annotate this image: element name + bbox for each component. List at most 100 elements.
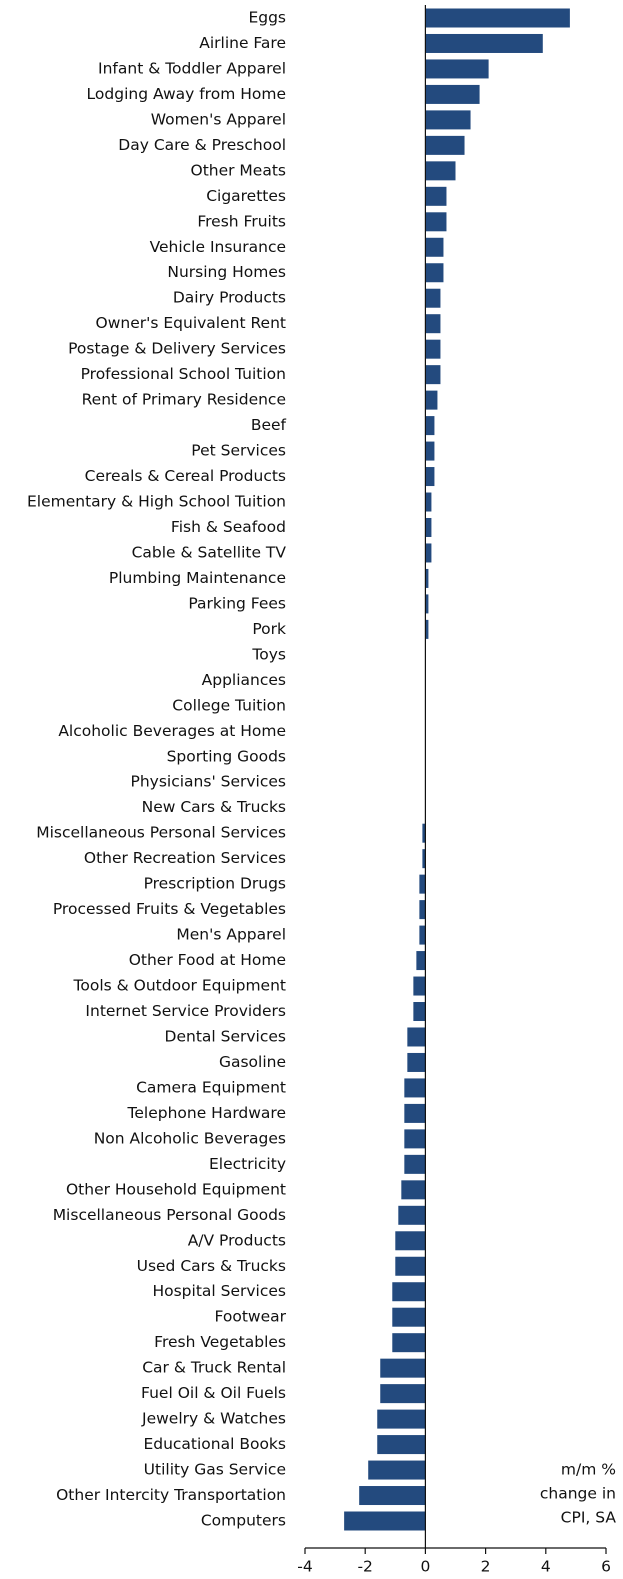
bar [359,1486,426,1506]
category-label: Other Intercity Transportation [56,1486,286,1504]
bar [368,1460,426,1480]
category-label: Footwear [215,1308,287,1326]
bar [425,492,432,512]
bar [419,900,426,920]
category-label: Gasoline [219,1053,286,1071]
category-label: Pet Services [191,442,286,460]
bar [425,161,456,181]
bar [425,441,435,461]
bar [395,1256,426,1276]
bar [377,1435,426,1455]
bar [425,237,444,257]
bar [425,594,429,614]
bar [392,1333,426,1353]
category-label: Non Alcoholic Beverages [94,1129,286,1147]
category-label: Alcoholic Beverages at Home [58,722,286,740]
bar [425,543,432,563]
category-label: Tools & Outdoor Equipment [73,977,286,995]
bar [395,1231,426,1251]
category-label: Fuel Oil & Oil Fuels [141,1384,286,1402]
category-label: Other Meats [191,161,287,179]
bar [425,288,441,308]
bar [416,951,426,971]
bar [422,823,426,843]
category-label: Camera Equipment [136,1078,286,1096]
category-label: Used Cars & Trucks [137,1257,286,1275]
bar [425,212,447,232]
bar [380,1384,426,1404]
category-label: Elementary & High School Tuition [27,493,286,511]
annotation: CPI, SA [561,1509,617,1527]
x-tick-label: 6 [601,1558,611,1576]
bar [425,8,570,28]
category-label: Other Household Equipment [66,1180,286,1198]
bar [425,135,465,155]
bar [344,1511,426,1531]
category-label: A/V Products [188,1231,286,1249]
category-label: Electricity [209,1155,286,1173]
category-label: Parking Fees [188,594,286,612]
category-label: New Cars & Trucks [142,798,286,816]
category-label: Jewelry & Watches [141,1410,286,1428]
category-label: Physicians' Services [131,773,287,791]
category-label: Women's Apparel [151,110,286,128]
bar [419,925,426,945]
category-label: Other Recreation Services [84,849,286,867]
category-label: Plumbing Maintenance [109,569,286,587]
category-label: Pork [252,620,286,638]
x-tick-label: 2 [481,1558,491,1576]
category-label: Day Care & Preschool [118,136,286,154]
category-label: College Tuition [172,696,286,714]
bar [425,33,543,53]
bar [413,1002,426,1022]
category-label: Dental Services [165,1027,286,1045]
category-label: Postage & Delivery Services [68,340,286,358]
category-label: Internet Service Providers [85,1002,286,1020]
category-label: Fish & Seafood [171,518,286,536]
bar [392,1282,426,1302]
bar [425,416,435,436]
bar [404,1103,426,1123]
bar [425,84,480,104]
category-label: Nursing Homes [167,263,286,281]
category-label: Lodging Away from Home [87,85,286,103]
category-label: Owner's Equivalent Rent [96,314,287,332]
category-label: Hospital Services [152,1282,286,1300]
category-label: Miscellaneous Personal Services [36,824,286,842]
category-label: Toys [251,645,286,663]
x-tick-label: -2 [357,1558,372,1576]
category-label: Computers [201,1512,286,1530]
bar [425,517,432,537]
bar [425,365,441,385]
bar [413,976,426,996]
bar [404,1129,426,1149]
category-label: Other Food at Home [129,951,286,969]
bar [425,59,489,79]
bar [422,849,426,869]
annotation: m/m % [561,1461,616,1479]
bar [425,467,435,487]
category-label: Prescription Drugs [144,875,286,893]
bar [407,1052,426,1072]
category-label: Appliances [202,671,286,689]
annotation: change in [540,1485,616,1503]
category-label: Processed Fruits & Vegetables [53,900,286,918]
bar [398,1205,426,1225]
bar [425,568,429,588]
category-label: Dairy Products [173,289,286,307]
category-label: Rent of Primary Residence [82,391,286,409]
category-label: Infant & Toddler Apparel [98,59,286,77]
category-label: Fresh Vegetables [154,1333,286,1351]
bar [425,619,429,639]
category-label: Beef [251,416,287,434]
category-label: Eggs [248,9,286,27]
bar [392,1307,426,1327]
category-label: Cigarettes [206,187,286,205]
x-tick-label: 4 [541,1558,551,1576]
category-label: Utility Gas Service [144,1461,286,1479]
x-tick-label: 0 [420,1558,430,1576]
category-label: Miscellaneous Personal Goods [53,1206,286,1224]
bar [404,1154,426,1174]
category-label: Men's Apparel [176,926,286,944]
